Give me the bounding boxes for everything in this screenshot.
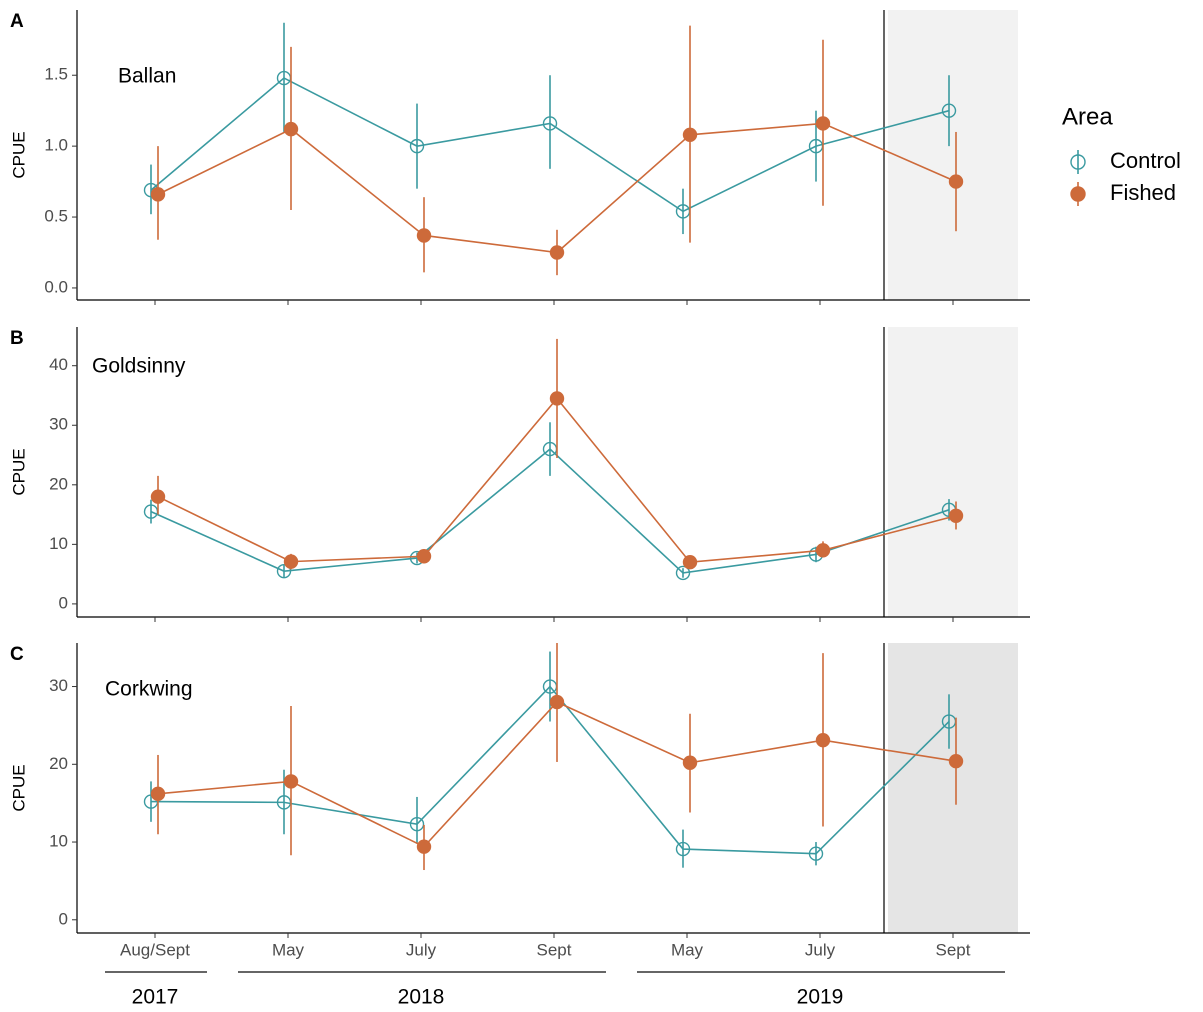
plot-area bbox=[143, 22, 964, 276]
point bbox=[150, 187, 166, 202]
y-tick-label: 20 bbox=[49, 474, 68, 493]
point bbox=[283, 554, 299, 569]
panel-label: B bbox=[10, 328, 24, 349]
y-axis-label: CPUE bbox=[9, 131, 28, 178]
highlight-region bbox=[888, 327, 1018, 617]
year-label: 2017 bbox=[132, 986, 179, 1009]
point bbox=[409, 816, 425, 832]
x-tick-label: Sept bbox=[936, 940, 971, 959]
legend-key bbox=[1070, 154, 1086, 170]
x-tick-label: July bbox=[406, 940, 437, 959]
point bbox=[409, 138, 425, 154]
point bbox=[948, 174, 964, 189]
point bbox=[416, 839, 432, 854]
y-tick-label: 0.0 bbox=[44, 277, 68, 296]
y-tick-label: 10 bbox=[49, 832, 68, 851]
point bbox=[542, 116, 558, 131]
y-tick-label: 40 bbox=[49, 355, 68, 374]
legend-label: Fished bbox=[1110, 180, 1176, 205]
point bbox=[150, 489, 166, 504]
legend-key bbox=[1070, 186, 1086, 202]
point bbox=[941, 103, 957, 118]
x-tick-label: May bbox=[671, 940, 704, 959]
point bbox=[948, 753, 964, 769]
year-label: 2018 bbox=[398, 986, 445, 1009]
x-tick-label: May bbox=[272, 940, 305, 959]
plot-area bbox=[143, 338, 964, 581]
point bbox=[150, 786, 166, 802]
point bbox=[808, 846, 824, 861]
point bbox=[283, 121, 299, 137]
y-tick-label: 30 bbox=[49, 676, 68, 695]
y-axis-label: CPUE bbox=[9, 764, 28, 811]
point bbox=[682, 755, 698, 770]
point bbox=[682, 127, 698, 142]
highlight-region bbox=[888, 643, 1018, 933]
y-tick-label: 0.5 bbox=[44, 207, 68, 226]
x-tick-label: Aug/Sept bbox=[120, 940, 190, 959]
y-tick-label: 10 bbox=[49, 534, 68, 553]
panel-title: Ballan bbox=[118, 65, 176, 88]
point bbox=[675, 565, 691, 581]
y-axis-label: CPUE bbox=[9, 448, 28, 495]
x-tick-label: Sept bbox=[537, 940, 572, 959]
point bbox=[675, 841, 691, 857]
y-tick-label: 1.5 bbox=[44, 65, 68, 84]
y-tick-label: 0 bbox=[59, 593, 68, 612]
legend-title: Area bbox=[1062, 103, 1113, 130]
y-tick-label: 0 bbox=[59, 909, 68, 928]
y-tick-label: 20 bbox=[49, 754, 68, 773]
point bbox=[549, 245, 565, 260]
point bbox=[815, 732, 831, 748]
point bbox=[682, 555, 698, 570]
year-label: 2019 bbox=[797, 986, 844, 1009]
point bbox=[416, 549, 432, 564]
point bbox=[549, 694, 565, 710]
panel-label: C bbox=[10, 644, 24, 665]
point bbox=[948, 508, 964, 523]
x-tick-label: July bbox=[805, 940, 836, 959]
plot-area bbox=[143, 643, 964, 871]
highlight-region bbox=[888, 10, 1018, 300]
point bbox=[283, 774, 299, 789]
point bbox=[815, 116, 831, 131]
legend-label: Control bbox=[1110, 148, 1181, 173]
point bbox=[815, 543, 831, 558]
y-tick-label: 1.0 bbox=[44, 136, 68, 155]
panel-title: Goldsinny bbox=[92, 355, 186, 378]
point bbox=[416, 228, 432, 243]
panel-label: A bbox=[10, 11, 24, 32]
y-tick-label: 30 bbox=[49, 415, 68, 434]
panel-title: Corkwing bbox=[105, 678, 193, 701]
point bbox=[276, 563, 292, 579]
point bbox=[549, 391, 565, 406]
